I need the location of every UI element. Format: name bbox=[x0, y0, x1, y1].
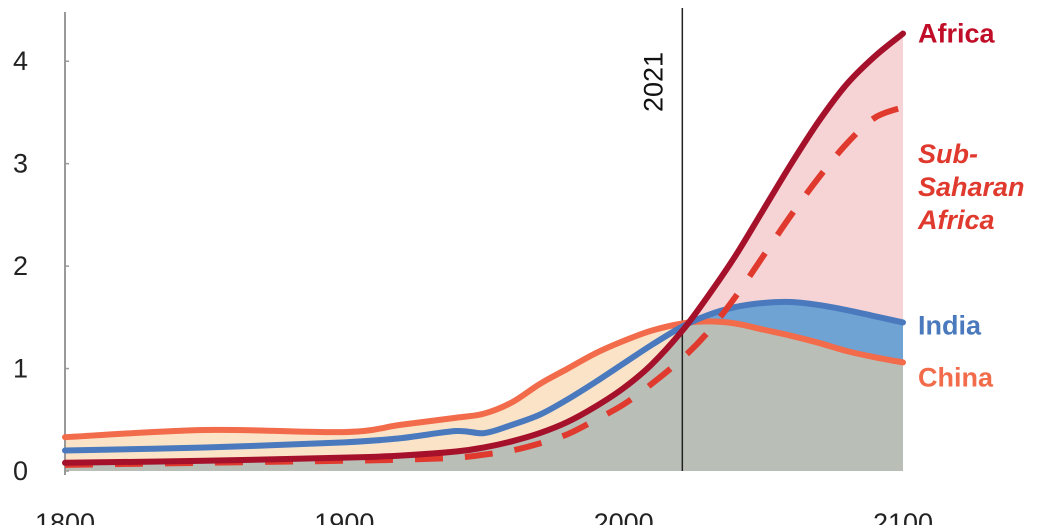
x-tick-label: 1900 bbox=[314, 508, 374, 525]
y-tick-label: 4 bbox=[13, 46, 28, 76]
series-lines bbox=[62, 30, 906, 468]
y-tick-label: 3 bbox=[13, 149, 28, 179]
series-labels: Africa Sub-Saharan Africa India China bbox=[917, 19, 1025, 393]
china-line bbox=[62, 318, 906, 441]
x-tick-label: 2100 bbox=[873, 508, 933, 525]
series-label: Africa bbox=[918, 19, 996, 49]
sub-saharan-africa-line bbox=[64, 104, 905, 468]
china-band-post-2021 bbox=[682, 321, 903, 471]
africa-line bbox=[62, 30, 906, 466]
y-tick-labels: 0 1 2 3 4 bbox=[13, 46, 69, 486]
x-tick-label: 2000 bbox=[594, 508, 654, 525]
india-line bbox=[62, 298, 906, 454]
reference-year-label: 2021 bbox=[638, 52, 668, 112]
y-tick-label: 0 bbox=[13, 456, 28, 486]
series-label: India bbox=[918, 310, 982, 340]
series-label: China bbox=[918, 362, 994, 392]
series-label: Sub-Saharan Africa bbox=[917, 139, 1025, 235]
y-tick-label: 2 bbox=[13, 251, 28, 281]
x-tick-labels: 1800 1900 2000 2100 bbox=[35, 508, 933, 525]
x-tick-label: 1800 bbox=[35, 508, 95, 525]
y-tick-label: 1 bbox=[13, 354, 28, 384]
area-fills bbox=[65, 33, 903, 472]
